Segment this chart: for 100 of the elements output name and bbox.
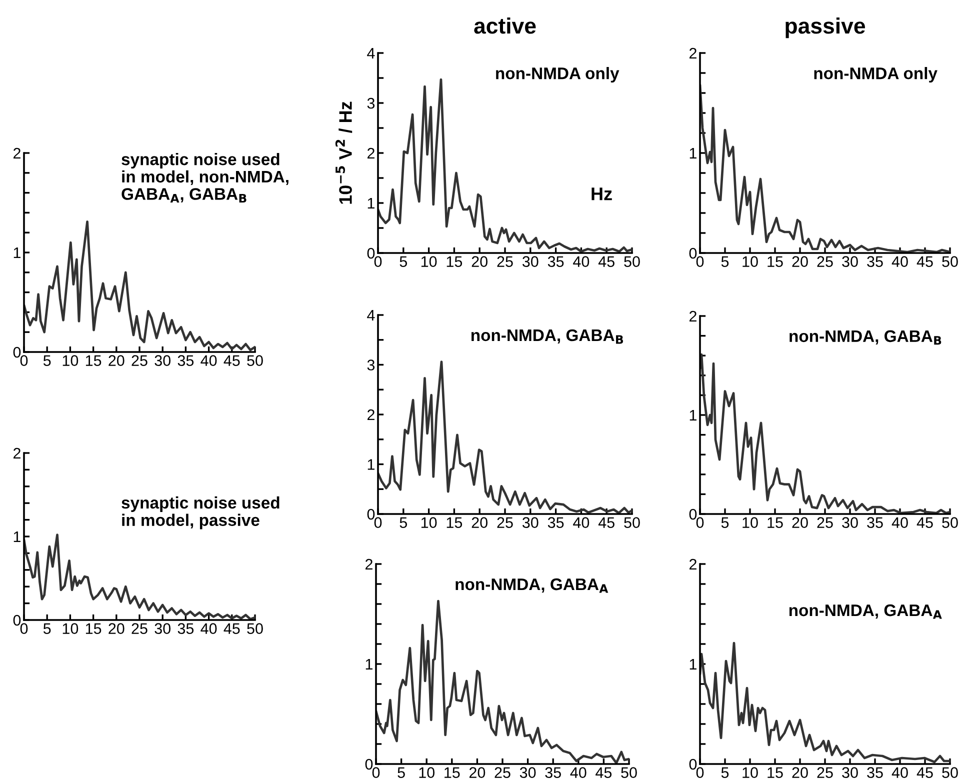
x-tick-label: 20 xyxy=(108,355,124,366)
x-tick-label: 45 xyxy=(916,517,933,528)
x-tick-label: 35 xyxy=(545,767,561,778)
x-tick-label: 20 xyxy=(792,767,808,778)
x-tick-label: 15 xyxy=(444,767,460,778)
y-tick-label: 0 xyxy=(367,248,375,259)
annotation: non-NMDA, GABA$_{A}$ xyxy=(789,604,942,619)
x-tick-label: 30 xyxy=(520,767,536,778)
annotation: non-NMDA, GABA$_{B}$ xyxy=(790,330,942,345)
y-tick-label: 1 xyxy=(690,148,696,159)
x-tick-label: 30 xyxy=(522,256,538,267)
annotation: non-NMDA, GABA$_{A}$ xyxy=(456,578,608,593)
x-tick-label: 10 xyxy=(421,517,437,528)
x-tick-label: 15 xyxy=(446,256,462,267)
x-tick-label: 50 xyxy=(624,517,640,528)
x-tick-label: 30 xyxy=(842,256,858,267)
x-tick-label: 10 xyxy=(742,517,758,528)
annotation: non-NMDA, GABA$_{B}$ xyxy=(471,329,624,344)
y-tick-label: 2 xyxy=(689,48,696,59)
y-tick-label: 1 xyxy=(690,410,696,421)
chart-title: active xyxy=(474,17,536,34)
x-tick-label: 5 xyxy=(400,517,408,528)
x-tick-label: 50 xyxy=(247,355,263,366)
y-tick-label: 0 xyxy=(13,614,21,626)
annotation: synaptic noise used in model, passive xyxy=(122,496,280,530)
x-tick-label: 25 xyxy=(494,767,510,778)
x-tick-label: 25 xyxy=(817,256,833,267)
x-tick-label: 50 xyxy=(942,517,958,528)
x-tick-label: 45 xyxy=(598,256,614,267)
y-tick-label: 1 xyxy=(368,198,374,209)
x-tick-label: 10 xyxy=(742,256,758,267)
x-tick-label: 40 xyxy=(892,517,908,528)
y-tick-label: 1 xyxy=(366,659,372,670)
x-tick-label: 40 xyxy=(200,355,217,366)
x-tick-label: 10 xyxy=(62,623,78,634)
x-tick-label: 50 xyxy=(621,767,637,778)
x-axis-title: Hz xyxy=(592,188,612,200)
x-tick-label: 40 xyxy=(892,256,908,267)
x-tick-label: 35 xyxy=(548,517,564,528)
x-tick-label: 40 xyxy=(573,256,590,267)
x-tick-label: 5 xyxy=(398,767,405,778)
x-tick-label: 45 xyxy=(224,623,240,634)
x-tick-label: 30 xyxy=(842,517,858,528)
y-tick-label: 1 xyxy=(690,659,696,670)
y-tick-label: 0 xyxy=(367,508,375,520)
y-tick-label: 4 xyxy=(367,310,375,321)
y-tick-label: 0 xyxy=(13,346,21,358)
x-tick-label: 5 xyxy=(43,355,51,366)
y-tick-label: 2 xyxy=(367,409,374,420)
x-tick-label: 45 xyxy=(598,517,614,528)
x-tick-label: 45 xyxy=(224,355,240,366)
x-tick-label: 10 xyxy=(742,767,758,778)
x-tick-label: 20 xyxy=(792,517,808,528)
x-tick-label: 40 xyxy=(200,623,217,634)
annotation: non-NMDA only xyxy=(814,67,938,83)
x-tick-label: 15 xyxy=(768,517,783,528)
chart-title: passive xyxy=(786,17,866,38)
x-tick-label: 30 xyxy=(842,767,858,778)
x-tick-label: 10 xyxy=(62,355,78,366)
y-tick-label: 2 xyxy=(367,148,374,159)
x-tick-label: 45 xyxy=(596,767,612,778)
y-tick-label: 0 xyxy=(365,758,373,770)
x-tick-label: 25 xyxy=(497,517,513,528)
x-tick-label: 40 xyxy=(570,767,586,778)
x-tick-label: 50 xyxy=(624,256,640,267)
x-tick-label: 15 xyxy=(768,256,783,267)
x-tick-label: 35 xyxy=(867,256,883,267)
x-tick-label: 35 xyxy=(867,767,883,778)
x-tick-label: 30 xyxy=(522,517,538,528)
x-tick-label: 35 xyxy=(548,256,564,267)
x-tick-label: 20 xyxy=(792,256,808,267)
x-tick-label: 35 xyxy=(178,355,194,366)
x-tick-label: 20 xyxy=(108,623,124,634)
y-tick-label: 2 xyxy=(365,558,372,570)
y-tick-label: 2 xyxy=(13,448,20,459)
x-tick-label: 35 xyxy=(867,517,883,528)
y-tick-label: 1 xyxy=(368,459,374,470)
x-tick-label: 50 xyxy=(247,623,263,634)
annotation: synaptic noise used in model, non-NMDA, GABA$_{A}$, GABA$_{B}$ xyxy=(122,153,288,202)
x-tick-label: 50 xyxy=(942,767,958,778)
x-tick-label: 15 xyxy=(446,517,462,528)
x-tick-label: 25 xyxy=(132,355,148,366)
x-tick-label: 40 xyxy=(573,517,590,528)
x-tick-label: 10 xyxy=(419,767,434,778)
y-tick-label: 0 xyxy=(689,758,697,770)
y-tick-label: 3 xyxy=(367,360,375,370)
x-tick-label: 20 xyxy=(469,767,486,778)
x-tick-label: 20 xyxy=(472,517,488,528)
x-tick-label: 15 xyxy=(768,767,783,778)
x-tick-label: 10 xyxy=(421,256,437,267)
y-tick-label: 0 xyxy=(689,248,697,259)
y-axis-title: 10$^{−5}$ V$^{2}$ / Hz xyxy=(335,102,352,204)
x-tick-label: 5 xyxy=(400,256,408,267)
x-tick-label: 5 xyxy=(721,517,729,528)
x-tick-label: 25 xyxy=(817,767,833,778)
x-tick-label: 15 xyxy=(86,623,102,634)
x-tick-label: 45 xyxy=(916,767,933,778)
y-tick-label: 4 xyxy=(367,48,375,59)
x-tick-label: 20 xyxy=(472,256,488,267)
x-tick-label: 45 xyxy=(916,256,933,267)
